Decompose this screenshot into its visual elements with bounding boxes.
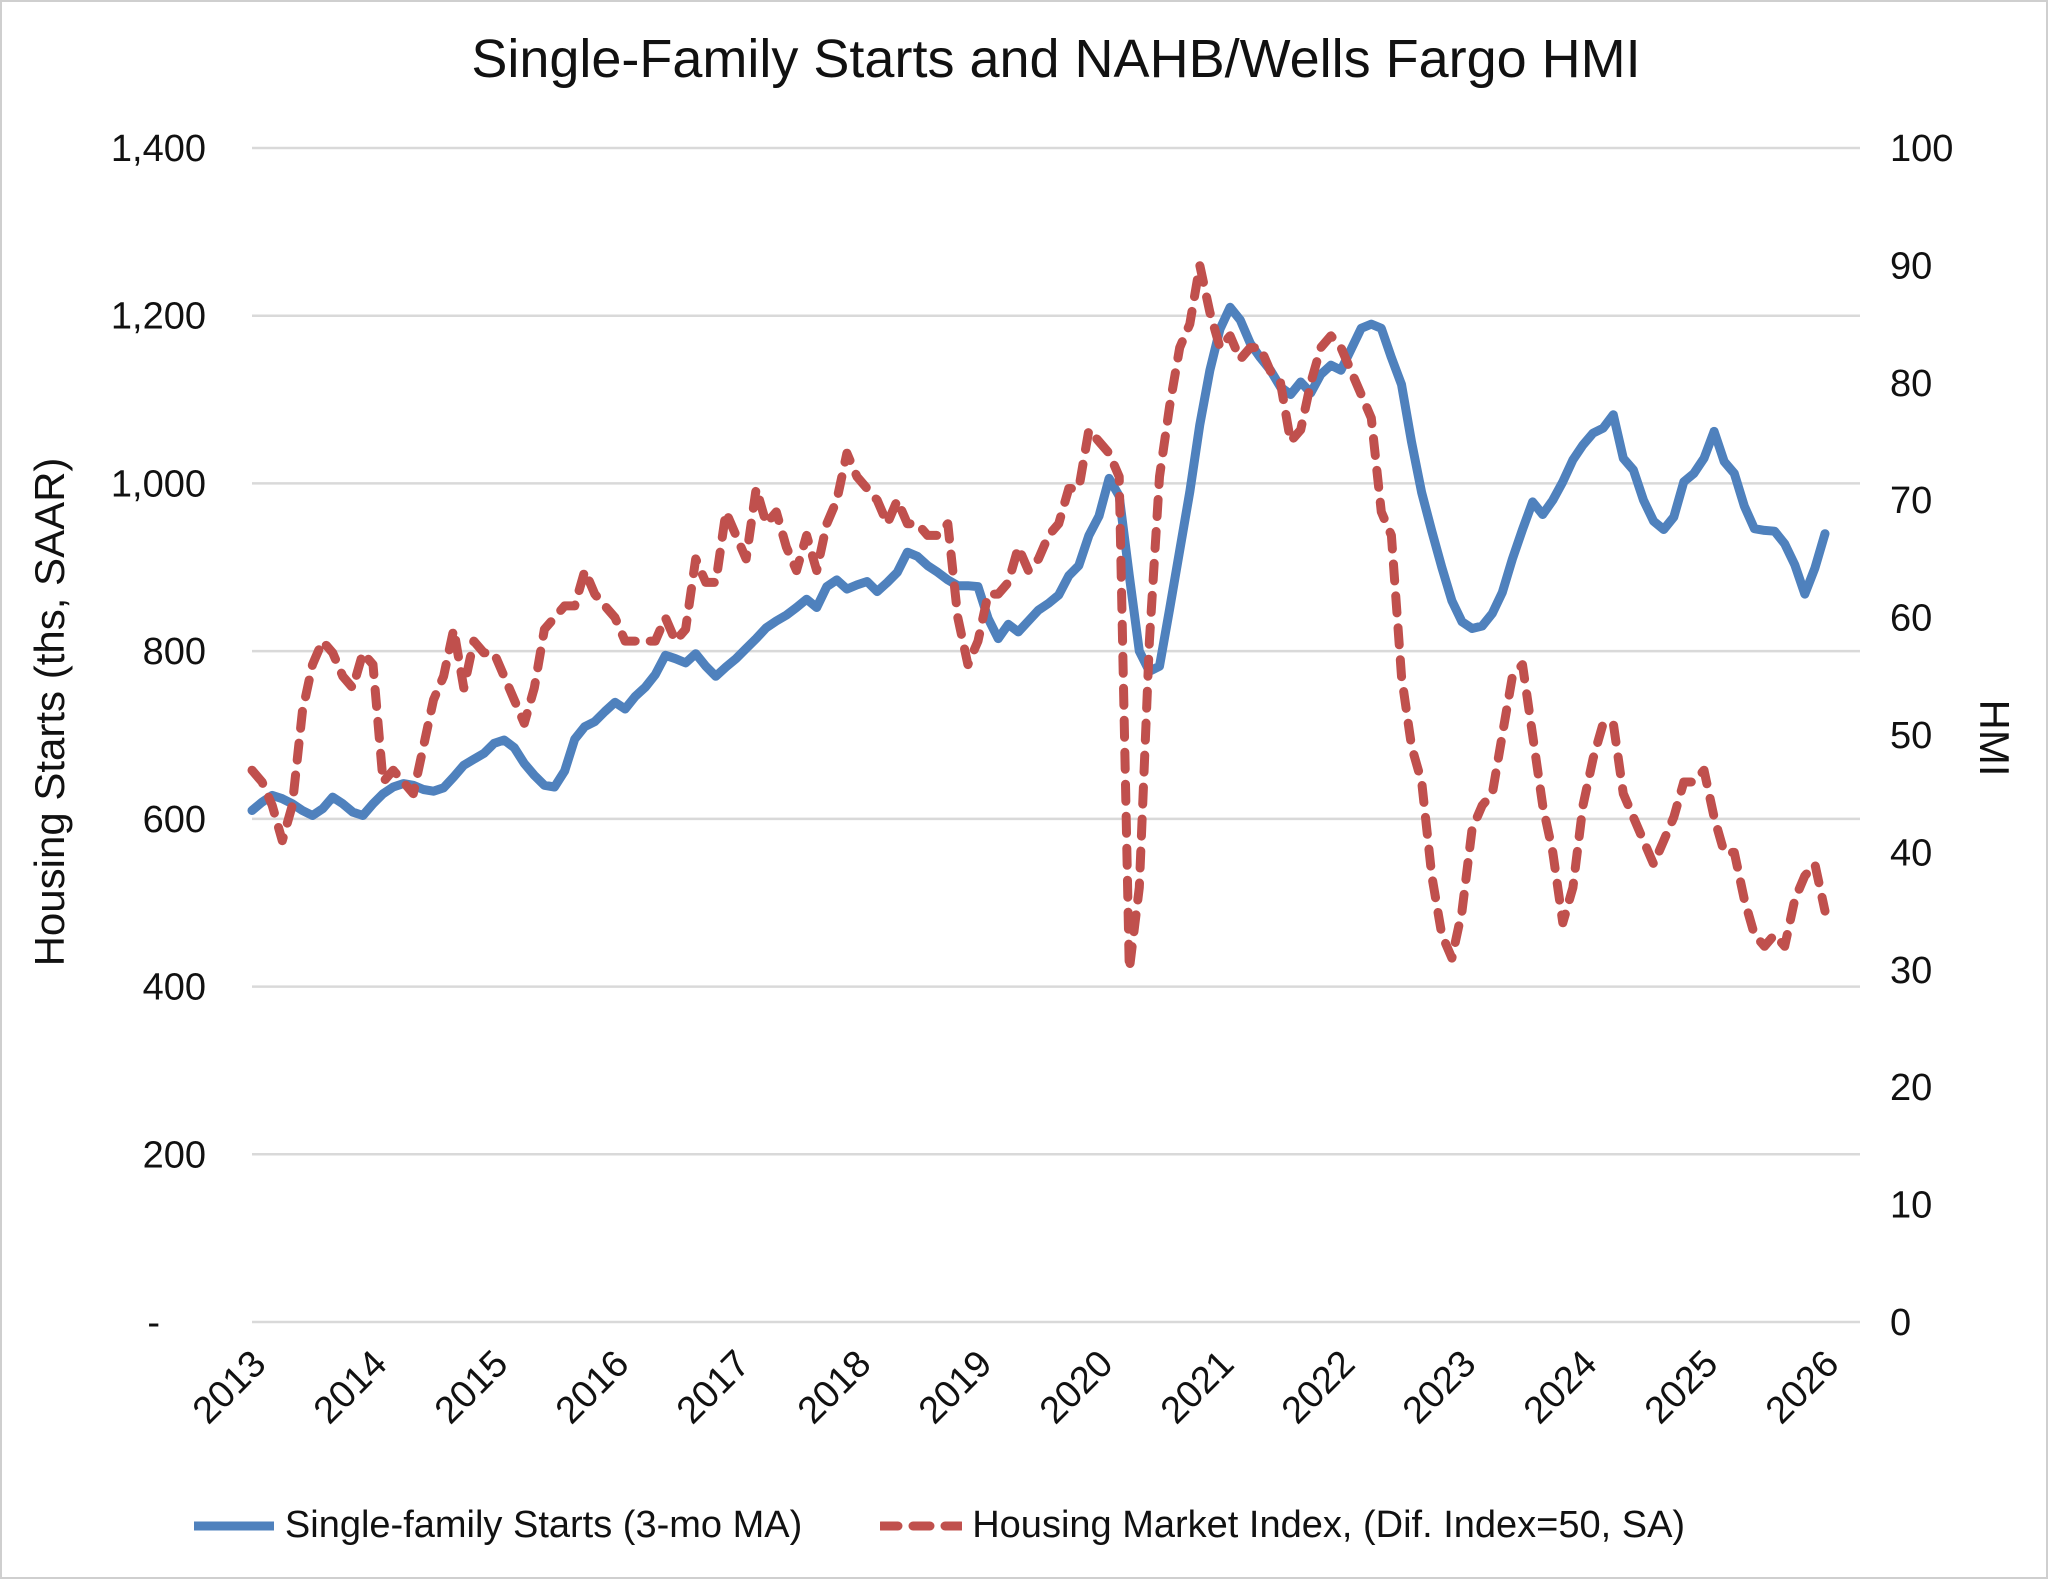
gridlines	[252, 146, 1860, 1324]
x-tick-label: 2014	[306, 1343, 395, 1432]
x-tick-label: 2023	[1395, 1343, 1484, 1432]
right-tick-label: 30	[1890, 950, 1932, 992]
right-tick-label: 100	[1890, 128, 1953, 170]
x-tick-label: 2021	[1153, 1343, 1242, 1432]
left-axis-title: Housing Starts (ths, SAAR)	[26, 457, 73, 967]
x-tick-label: 2022	[1274, 1343, 1363, 1432]
x-tick-label: 2019	[911, 1343, 1000, 1432]
hmi-series-line	[247, 260, 1830, 975]
legend: Single-family Starts (3-mo MA) Housing M…	[2, 1504, 1961, 1547]
x-tick-label: 2016	[548, 1343, 637, 1432]
x-tick-label: 2026	[1758, 1343, 1847, 1432]
x-tick-label: 2015	[427, 1343, 516, 1432]
right-axis-tick-labels: 0 10 20 30 40 50 60 70 80 90 100	[1890, 128, 1953, 1344]
right-tick-label: 40	[1890, 832, 1932, 874]
x-tick-label: 2020	[1032, 1343, 1121, 1432]
x-tick-label: 2018	[790, 1343, 879, 1432]
left-axis-tick-labels: - 200 400 600 800 1,000 1,200 1,400	[111, 128, 206, 1344]
right-tick-label: 20	[1890, 1067, 1932, 1109]
left-tick-label: 400	[143, 967, 206, 1009]
x-axis-tick-labels: 2013 2014 2015 2016 2017 2018 2019 2020 2021 2022…	[185, 1343, 1847, 1432]
right-tick-label: 50	[1890, 715, 1932, 757]
legend-label-starts: Single-family Starts (3-mo MA)	[284, 1504, 803, 1546]
right-tick-label: 80	[1890, 363, 1932, 405]
legend-label-hmi: Housing Market Index, (Dif. Index=50, SA…	[972, 1504, 1686, 1546]
right-tick-label: 90	[1890, 245, 1932, 287]
chart-title: Single-Family Starts and NAHB/Wells Farg…	[471, 29, 1641, 89]
right-tick-label: 10	[1890, 1185, 1932, 1227]
x-tick-label: 2025	[1637, 1343, 1726, 1432]
left-tick-label: 800	[143, 631, 206, 673]
right-axis-title: HMI	[1971, 699, 2018, 777]
left-tick-label: 200	[143, 1134, 206, 1176]
right-tick-label: 60	[1890, 598, 1932, 640]
left-tick-label: 1,400	[111, 128, 206, 170]
x-tick-label: 2017	[669, 1343, 758, 1432]
x-tick-label: 2013	[185, 1343, 274, 1432]
left-tick-label: 1,200	[111, 296, 206, 338]
left-tick-label: -	[147, 1302, 160, 1344]
x-tick-label: 2024	[1516, 1343, 1605, 1432]
legend-item-starts: Single-family Starts (3-mo MA)	[193, 1504, 802, 1547]
left-tick-label: 1,000	[111, 463, 206, 505]
starts-series-line	[247, 302, 1830, 820]
starts-line-swatch	[193, 1521, 274, 1530]
hmi-line-swatch	[880, 1521, 963, 1530]
left-tick-label: 600	[143, 799, 206, 841]
legend-item-hmi: Housing Market Index, (Dif. Index=50, SA…	[880, 1504, 1685, 1547]
right-tick-label: 0	[1890, 1302, 1911, 1344]
right-tick-label: 70	[1890, 480, 1932, 522]
